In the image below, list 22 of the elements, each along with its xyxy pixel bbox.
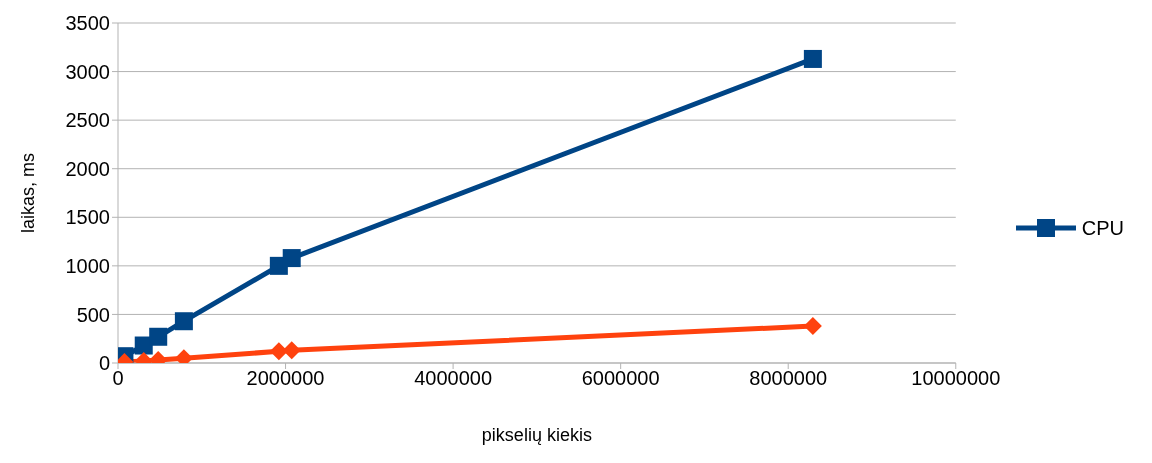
x-tick-label: 2000000	[246, 367, 325, 390]
point	[282, 249, 301, 268]
point	[269, 342, 288, 361]
x-tick-label: 6000000	[581, 367, 660, 390]
x-tick-label: 8000000	[749, 367, 828, 390]
y-tick-label: 0	[98, 352, 110, 375]
y-tick-label: 1000	[65, 254, 110, 277]
point	[803, 49, 822, 68]
y-tick-label: 2500	[65, 109, 110, 132]
x-tick-label: 10000000	[911, 367, 1001, 390]
y-axis-title: laikas, ms	[18, 152, 39, 234]
y-tick-label: 2000	[65, 157, 110, 180]
y-tick-label: 3500	[65, 12, 110, 35]
y-tick-label: 3000	[65, 60, 110, 83]
x-tick-label: 0	[112, 367, 124, 390]
y-tick-label: 1500	[65, 206, 110, 229]
y-tick-label: 500	[76, 303, 110, 326]
point	[149, 327, 168, 346]
point	[174, 312, 193, 331]
legend-label: CPU	[1081, 216, 1124, 240]
x-tick-label: 4000000	[414, 367, 493, 390]
x-axis-title: pikselių kiekis	[481, 424, 592, 445]
